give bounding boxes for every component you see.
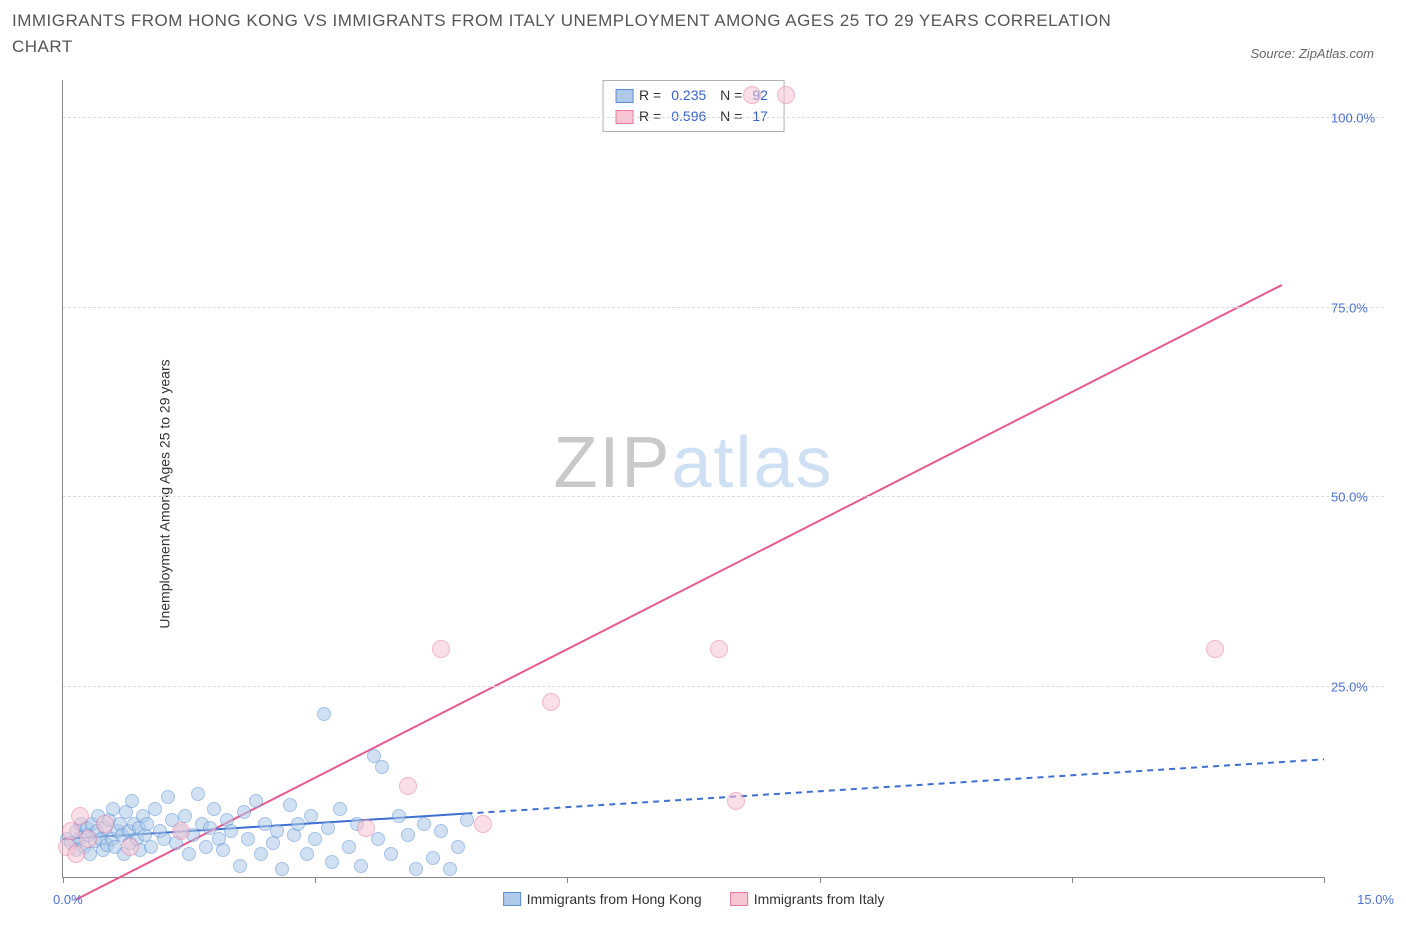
scatter-point bbox=[172, 822, 190, 840]
x-axis-min-label: 0.0% bbox=[53, 892, 83, 907]
scatter-point bbox=[79, 830, 97, 848]
scatter-point bbox=[474, 815, 492, 833]
chart-header: IMMIGRANTS FROM HONG KONG VS IMMIGRANTS … bbox=[12, 8, 1394, 59]
legend-swatch-hk bbox=[615, 89, 633, 103]
scatter-point bbox=[743, 86, 761, 104]
legend-item-it: Immigrants from Italy bbox=[730, 891, 885, 907]
scatter-point bbox=[254, 847, 268, 861]
x-tick bbox=[820, 877, 821, 883]
scatter-point bbox=[224, 824, 238, 838]
scatter-point bbox=[83, 847, 97, 861]
scatter-point bbox=[207, 802, 221, 816]
legend-swatch-it-icon bbox=[730, 892, 748, 906]
y-tick-label: 50.0% bbox=[1331, 490, 1386, 505]
scatter-point bbox=[375, 760, 389, 774]
source-attribution: Source: ZipAtlas.com bbox=[1250, 46, 1374, 61]
scatter-point bbox=[417, 817, 431, 831]
x-tick bbox=[63, 877, 64, 883]
series-legend: Immigrants from Hong Kong Immigrants fro… bbox=[503, 891, 885, 907]
scatter-point bbox=[426, 851, 440, 865]
scatter-point bbox=[371, 832, 385, 846]
scatter-point bbox=[727, 792, 745, 810]
scatter-point bbox=[542, 693, 560, 711]
x-tick bbox=[567, 877, 568, 883]
x-axis-max-label: 15.0% bbox=[1357, 892, 1394, 907]
x-tick bbox=[1324, 877, 1325, 883]
scatter-point bbox=[178, 809, 192, 823]
scatter-point bbox=[216, 843, 230, 857]
gridline bbox=[63, 496, 1384, 497]
scatter-point bbox=[191, 787, 205, 801]
scatter-point bbox=[434, 824, 448, 838]
scatter-point bbox=[71, 807, 89, 825]
gridline bbox=[63, 117, 1384, 118]
scatter-point bbox=[67, 845, 85, 863]
chart-container: Unemployment Among Ages 25 to 29 years Z… bbox=[12, 70, 1394, 918]
scatter-point bbox=[1206, 640, 1224, 658]
scatter-point bbox=[384, 847, 398, 861]
scatter-point bbox=[291, 817, 305, 831]
gridline bbox=[63, 686, 1384, 687]
scatter-point bbox=[460, 813, 474, 827]
legend-n-label: N = bbox=[716, 85, 742, 106]
watermark-zip: ZIP bbox=[553, 423, 671, 503]
legend-item-hk: Immigrants from Hong Kong bbox=[503, 891, 702, 907]
scatter-point bbox=[241, 832, 255, 846]
scatter-point bbox=[401, 828, 415, 842]
scatter-point bbox=[354, 859, 368, 873]
scatter-point bbox=[144, 840, 158, 854]
scatter-point bbox=[283, 798, 297, 812]
scatter-point bbox=[443, 862, 457, 876]
watermark-atlas: atlas bbox=[671, 423, 833, 503]
scatter-point bbox=[304, 809, 318, 823]
y-tick-label: 100.0% bbox=[1331, 110, 1386, 125]
x-tick bbox=[315, 877, 316, 883]
scatter-point bbox=[399, 777, 417, 795]
scatter-point bbox=[96, 815, 114, 833]
watermark: ZIPatlas bbox=[553, 422, 833, 504]
scatter-point bbox=[125, 794, 139, 808]
scatter-point bbox=[249, 794, 263, 808]
scatter-point bbox=[270, 824, 284, 838]
scatter-point bbox=[300, 847, 314, 861]
scatter-point bbox=[182, 847, 196, 861]
scatter-point bbox=[333, 802, 347, 816]
scatter-point bbox=[710, 640, 728, 658]
scatter-point bbox=[233, 859, 247, 873]
scatter-point bbox=[451, 840, 465, 854]
scatter-point bbox=[392, 809, 406, 823]
scatter-point bbox=[409, 862, 423, 876]
legend-swatch-hk-icon bbox=[503, 892, 521, 906]
scatter-point bbox=[342, 840, 356, 854]
y-tick-label: 25.0% bbox=[1331, 680, 1386, 695]
legend-label-hk: Immigrants from Hong Kong bbox=[527, 891, 702, 907]
scatter-point bbox=[148, 802, 162, 816]
scatter-point bbox=[357, 819, 375, 837]
chart-title: IMMIGRANTS FROM HONG KONG VS IMMIGRANTS … bbox=[12, 8, 1112, 59]
legend-r-label: R = bbox=[639, 85, 661, 106]
scatter-point bbox=[317, 707, 331, 721]
scatter-point bbox=[325, 855, 339, 869]
y-tick-label: 75.0% bbox=[1331, 300, 1386, 315]
x-tick bbox=[1072, 877, 1073, 883]
scatter-point bbox=[199, 840, 213, 854]
plot-area: ZIPatlas R = 0.235 N = 92 R = 0.596 N = … bbox=[62, 80, 1324, 878]
legend-label-it: Immigrants from Italy bbox=[754, 891, 885, 907]
scatter-point bbox=[237, 805, 251, 819]
scatter-point bbox=[121, 838, 139, 856]
scatter-point bbox=[432, 640, 450, 658]
scatter-point bbox=[308, 832, 322, 846]
scatter-point bbox=[777, 86, 795, 104]
gridline bbox=[63, 307, 1384, 308]
scatter-point bbox=[275, 862, 289, 876]
trend-lines-svg bbox=[63, 80, 1324, 877]
legend-r-value-hk: 0.235 bbox=[671, 85, 706, 106]
scatter-point bbox=[321, 821, 335, 835]
scatter-point bbox=[161, 790, 175, 804]
